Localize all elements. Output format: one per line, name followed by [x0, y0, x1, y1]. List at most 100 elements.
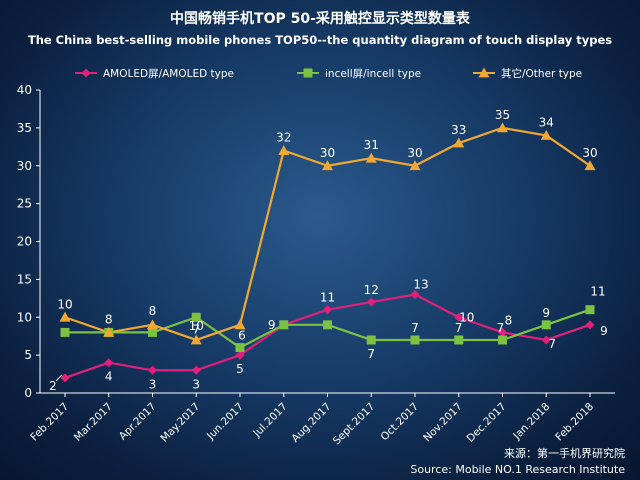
data-label: 32 — [276, 131, 291, 145]
x-tick-label: Sept.2017 — [331, 401, 378, 448]
data-point — [60, 373, 70, 383]
data-label: 3 — [149, 377, 157, 391]
data-point — [541, 320, 551, 330]
data-point — [60, 327, 70, 337]
data-point — [541, 335, 551, 345]
data-point — [454, 335, 464, 345]
data-label: 9 — [600, 324, 608, 338]
x-tick-label: Jul.2017 — [250, 401, 289, 440]
source-line-cn: 来源：第一手机界研究院 — [504, 446, 625, 460]
legend-entry: 其它/Other type — [501, 67, 582, 80]
data-label: 35 — [495, 108, 510, 122]
x-tick-label: Feb.2018 — [553, 401, 596, 444]
data-label: 31 — [364, 138, 379, 152]
series-markers — [59, 122, 596, 383]
data-label: 11 — [320, 291, 335, 305]
y-tick-label: 20 — [17, 235, 32, 249]
y-tick-label: 25 — [17, 197, 32, 211]
data-point — [409, 160, 421, 171]
data-label-leader — [55, 374, 63, 382]
x-tick-label: Jun.2017 — [204, 401, 246, 443]
data-point — [366, 297, 376, 307]
x-tick-label: Oct.2017 — [379, 401, 422, 444]
x-tick-label: Dec.2017 — [465, 401, 509, 445]
data-label: 33 — [451, 123, 466, 137]
data-point — [453, 137, 465, 148]
x-tick-label: May.2017 — [158, 401, 202, 445]
x-tick-label: Feb.2017 — [28, 401, 71, 444]
data-point — [584, 160, 596, 171]
data-point — [59, 311, 71, 322]
data-label: 9 — [542, 306, 550, 320]
data-label: 30 — [407, 146, 422, 160]
data-point — [540, 129, 552, 140]
data-point — [148, 365, 157, 375]
chart-title: 中国畅销手机TOP 50-采用触控显示类型数量表 — [170, 10, 471, 27]
x-tick-label: Mar.2017 — [72, 401, 115, 444]
x-tick-label: Jan.2018 — [510, 401, 552, 443]
y-tick-label: 30 — [17, 159, 32, 173]
data-point — [410, 335, 420, 345]
data-label: 30 — [582, 146, 597, 160]
y-tick-label: 40 — [17, 83, 32, 97]
data-label: 9 — [268, 318, 276, 332]
data-label: 8 — [505, 313, 513, 327]
x-tick-label: Aug.2017 — [289, 401, 333, 445]
x-tick-label: Nov.2017 — [421, 401, 465, 445]
data-label: 3 — [192, 377, 200, 391]
y-tick-label: 15 — [17, 272, 32, 286]
data-label: 8 — [105, 312, 113, 326]
data-point — [103, 326, 115, 337]
legend-marker — [478, 67, 490, 78]
legend-entry: incell屏/incell type — [325, 68, 421, 80]
legend: AMOLED屏/AMOLED type incell屏/incell type 其它… — [75, 67, 582, 80]
data-label: 30 — [320, 146, 335, 160]
data-point — [410, 290, 420, 300]
y-tick-label: 35 — [17, 121, 32, 135]
data-label: 8 — [149, 304, 157, 318]
data-point — [322, 160, 333, 171]
data-label: 5 — [236, 362, 244, 376]
data-point — [147, 319, 158, 330]
data-label: 10 — [189, 319, 204, 333]
data-label: 7 — [192, 322, 200, 336]
data-point — [104, 358, 114, 368]
data-point — [234, 319, 246, 330]
legend-entry: AMOLED屏/AMOLED type — [103, 68, 234, 80]
data-point — [190, 334, 202, 345]
data-label: 7 — [411, 321, 419, 335]
y-tick-label: 5 — [24, 348, 32, 362]
legend-marker — [81, 68, 91, 78]
data-point — [497, 122, 508, 133]
data-label: 7 — [367, 347, 375, 361]
y-tick-label: 0 — [24, 386, 32, 400]
data-point — [191, 312, 201, 322]
data-point — [585, 305, 595, 315]
data-label: 11 — [590, 285, 605, 299]
data-label: 7 — [497, 321, 505, 335]
legend-marker — [303, 68, 313, 78]
data-label: 34 — [539, 115, 554, 129]
data-label: 10 — [459, 310, 474, 324]
data-label: 7 — [548, 337, 556, 351]
data-label: 13 — [413, 278, 428, 292]
data-label: 12 — [364, 283, 379, 297]
data-point — [279, 320, 289, 330]
data-point — [585, 320, 595, 330]
data-point — [323, 320, 332, 330]
y-tick-label: 10 — [17, 310, 32, 324]
data-point — [278, 145, 290, 155]
data-label: 2 — [49, 379, 57, 393]
data-label: 10 — [57, 297, 72, 311]
data-point — [454, 312, 464, 322]
data-point — [498, 335, 507, 345]
data-point — [498, 327, 507, 337]
data-point — [366, 335, 376, 345]
data-point — [235, 350, 245, 360]
data-label: 4 — [105, 370, 113, 384]
source-line-en: Source: Mobile NO.1 Research Institute — [410, 463, 625, 476]
data-label: 6 — [238, 329, 246, 343]
data-point — [365, 152, 377, 163]
